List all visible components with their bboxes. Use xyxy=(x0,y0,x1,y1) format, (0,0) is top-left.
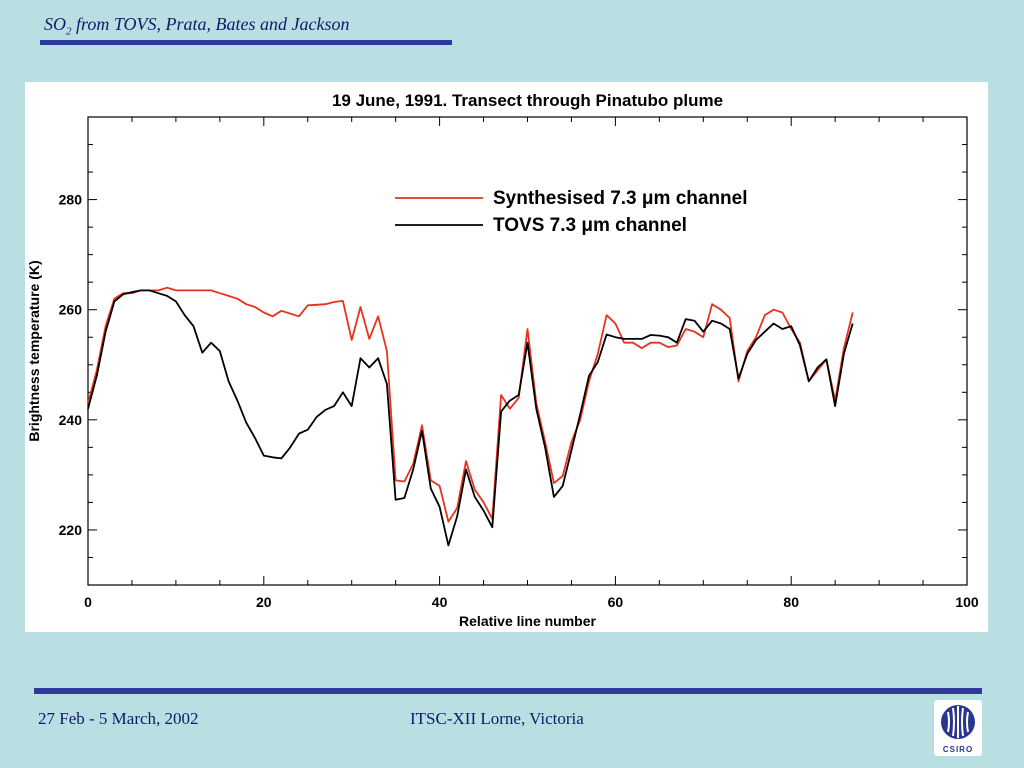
chart-panel: 19 June, 1991. Transect through Pinatubo… xyxy=(25,82,988,632)
title-prefix: SO xyxy=(44,14,66,34)
csiro-logo: CSIRO xyxy=(934,700,982,756)
series-line-1 xyxy=(87,289,854,547)
y-tick-label: 260 xyxy=(59,302,83,318)
chart-svg: 19 June, 1991. Transect through Pinatubo… xyxy=(26,91,979,629)
series-line-0 xyxy=(87,286,854,523)
y-axis-label: Brightness temperature (K) xyxy=(26,260,42,441)
y-tick-label: 280 xyxy=(59,192,83,208)
y-tick-label: 240 xyxy=(59,412,83,428)
x-tick-label: 40 xyxy=(432,594,448,610)
logo-wordmark: CSIRO xyxy=(942,745,974,754)
x-tick-label: 0 xyxy=(84,594,92,610)
chart-title: 19 June, 1991. Transect through Pinatubo… xyxy=(332,91,723,110)
footer-divider xyxy=(34,688,982,694)
csiro-globe-icon xyxy=(941,705,975,739)
slide-title: SO2 from TOVS, Prata, Bates and Jackson xyxy=(44,14,349,38)
x-tick-label: 80 xyxy=(783,594,799,610)
footer-date: 27 Feb - 5 March, 2002 xyxy=(38,709,199,728)
title-subscript: 2 xyxy=(66,25,72,38)
x-tick-label: 100 xyxy=(955,594,979,610)
x-tick-label: 60 xyxy=(608,594,624,610)
footer-event: ITSC-XII Lorne, Victoria xyxy=(410,709,584,728)
y-tick-label: 220 xyxy=(59,522,83,538)
title-underline xyxy=(40,40,452,45)
x-tick-label: 20 xyxy=(256,594,272,610)
x-axis-label: Relative line number xyxy=(459,613,596,629)
title-suffix: from TOVS, Prata, Bates and Jackson xyxy=(71,14,350,34)
legend-label-1: TOVS 7.3 μm channel xyxy=(493,215,687,236)
legend-label-0: Synthesised 7.3 μm channel xyxy=(493,188,748,209)
